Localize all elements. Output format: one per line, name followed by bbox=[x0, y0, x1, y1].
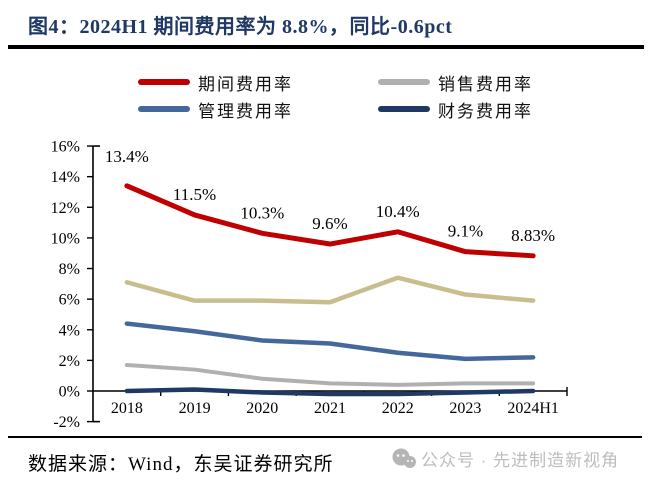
data-point-label: 13.4% bbox=[105, 147, 149, 166]
data-point-label: 9.1% bbox=[448, 222, 483, 241]
legend-label: 管理费用率 bbox=[198, 101, 293, 121]
data-point-label: 11.5% bbox=[173, 185, 216, 204]
y-tick-label: 14% bbox=[51, 169, 80, 186]
legend-item-period-expense: 期间费用率 bbox=[138, 71, 293, 94]
legend-item-sales-expense: 销售费用率 bbox=[378, 71, 533, 94]
wechat-bubbles-icon bbox=[392, 448, 416, 468]
y-tick-label: 16% bbox=[51, 139, 80, 156]
y-tick-label: 12% bbox=[51, 200, 80, 217]
x-category-label: 2019 bbox=[179, 400, 211, 417]
legend-label: 销售费用率 bbox=[438, 74, 533, 94]
page-title: 图4：2024H1 期间费用率为 8.8%，同比-0.6pct bbox=[28, 16, 453, 38]
footer-divider bbox=[8, 436, 642, 438]
y-tick-label: 4% bbox=[59, 322, 80, 339]
x-category-label: 2018 bbox=[111, 400, 143, 417]
y-tick-label: -2% bbox=[53, 414, 80, 431]
watermark: 公众号 · 先进制造新视角 bbox=[391, 446, 619, 471]
y-tick-label: 2% bbox=[59, 353, 80, 370]
legend-label: 财务费用率 bbox=[438, 101, 533, 121]
x-category-label: 2023 bbox=[449, 400, 481, 417]
legend-swatch-sales-expense bbox=[378, 79, 430, 85]
series-line-期间费用率 bbox=[124, 183, 536, 259]
data-point-label: 10.4% bbox=[376, 202, 420, 221]
series-line-销售费用率 bbox=[124, 362, 536, 387]
y-tick-label: 0% bbox=[59, 384, 80, 401]
watermark-text: 公众号 · 先进制造新视角 bbox=[421, 451, 620, 470]
data-point-label: 9.6% bbox=[312, 214, 347, 233]
x-category-label: 2020 bbox=[246, 400, 278, 417]
x-category-label: 2021 bbox=[314, 400, 346, 417]
data-source-note: 数据来源：Wind，东吴证券研究所 bbox=[28, 454, 334, 475]
data-point-label: 10.3% bbox=[240, 203, 284, 222]
expense-ratio-line-chart: 16% 14% 12% 10% 8% 6% 4% 2% 0% -2% 2018 2019 2020 202… bbox=[51, 139, 568, 431]
series-line-unlabeled-tan bbox=[124, 275, 536, 305]
legend-item-finance-expense: 财务费用率 bbox=[378, 98, 533, 121]
y-tick-label: 8% bbox=[59, 261, 80, 278]
legend-swatch-finance-expense bbox=[378, 106, 430, 112]
series-line-管理费用率 bbox=[124, 321, 536, 362]
x-category-label: 2024H1 bbox=[507, 400, 559, 417]
legend-swatch-admin-expense bbox=[138, 106, 190, 112]
y-tick-label: 10% bbox=[51, 230, 80, 247]
legend-swatch-period-expense bbox=[138, 79, 190, 85]
x-category-label: 2022 bbox=[382, 400, 414, 417]
data-point-label: 8.83% bbox=[511, 226, 555, 245]
y-tick-label: 6% bbox=[59, 292, 80, 309]
legend-item-admin-expense: 管理费用率 bbox=[138, 98, 293, 121]
title-divider bbox=[8, 45, 644, 49]
series-line-财务费用率 bbox=[124, 387, 536, 397]
legend-label: 期间费用率 bbox=[198, 74, 293, 94]
